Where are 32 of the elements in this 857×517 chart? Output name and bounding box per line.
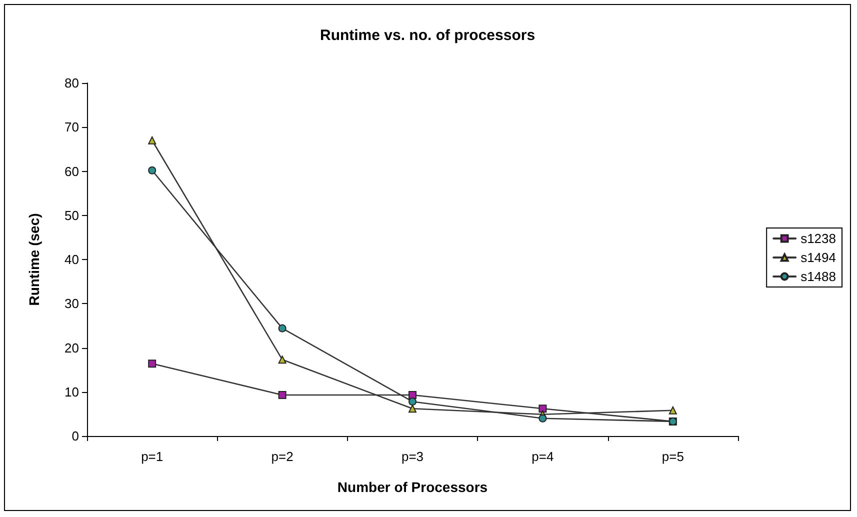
point [278,324,286,332]
point [148,136,156,144]
point [408,404,416,413]
point [278,356,286,364]
legend-label: s1238 [800,231,836,246]
chart-title: Runtime vs. no. of processors [320,27,536,44]
y-tick-label: 60 [64,164,79,179]
x-axis-title: Number of Processors [337,479,488,495]
legend-label: s1494 [800,250,836,265]
x-tick-label: p=3 [401,449,424,464]
point [408,390,416,399]
y-tick-label: 50 [64,208,79,223]
point [538,414,547,422]
point [278,390,286,399]
point [668,406,677,414]
x-tick-label: p=1 [141,449,164,464]
point [148,360,156,368]
x-tick-label: p=5 [662,449,684,464]
y-tick-label: 70 [64,120,79,135]
y-tick-label: 40 [64,252,79,267]
y-tick-label: 0 [72,428,79,444]
point [408,398,416,406]
point [148,166,156,174]
x-tick-label: p=4 [532,449,554,464]
y-tick-label: 80 [64,76,79,90]
point [538,404,547,413]
y-axis-title: Runtime (sec) [26,213,42,306]
y-tick-label: 10 [64,384,79,400]
legend-label: s1488 [800,269,836,284]
y-tick-label: 20 [64,340,79,356]
x-tick-label: p=2 [271,449,294,464]
y-tick-label: 30 [64,296,79,312]
